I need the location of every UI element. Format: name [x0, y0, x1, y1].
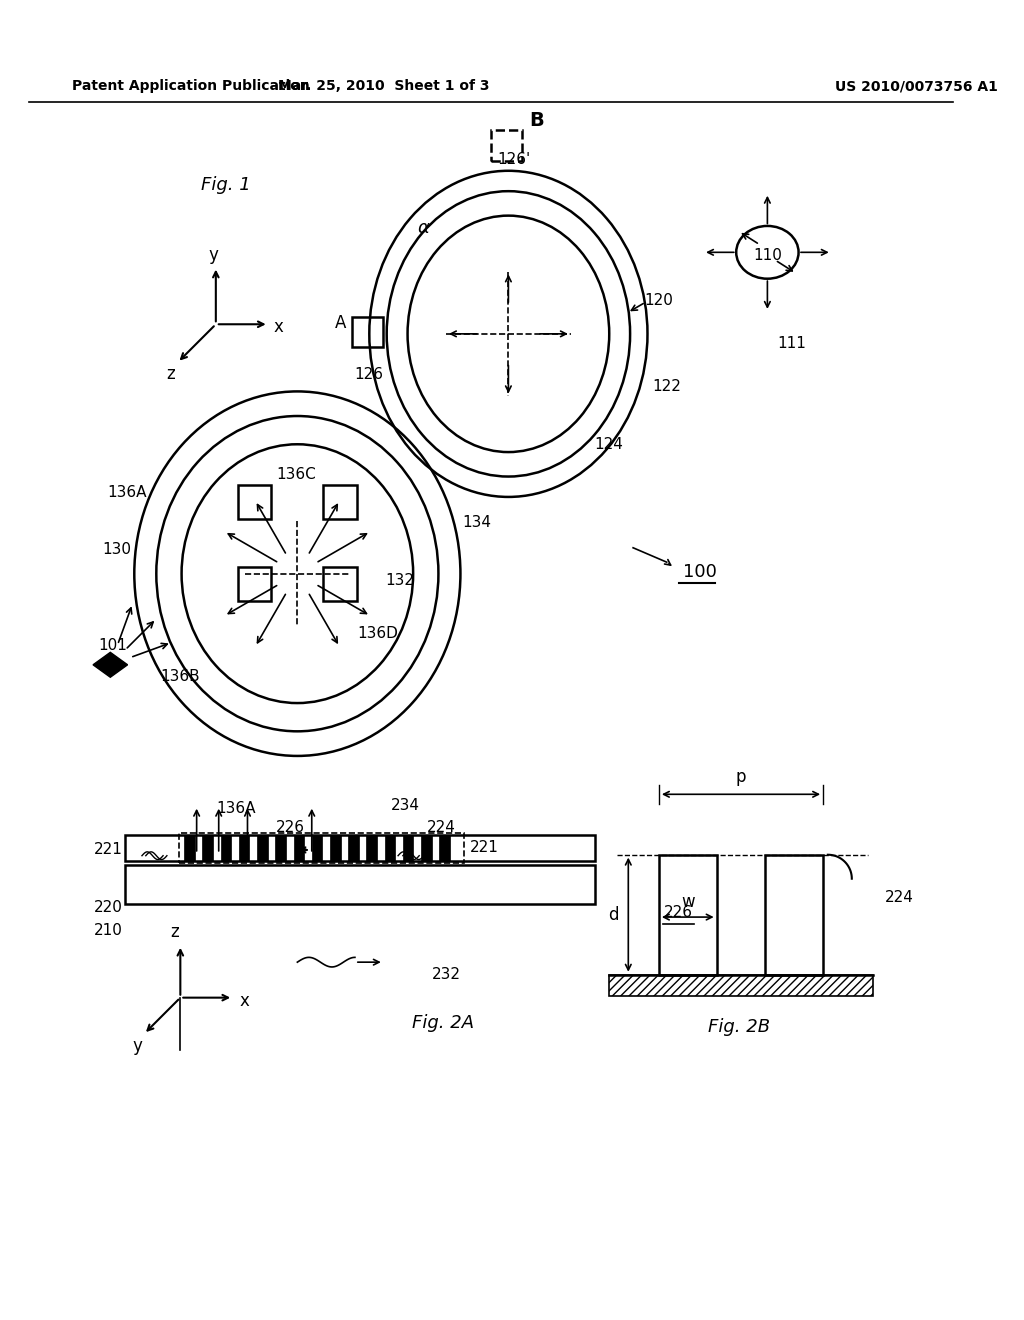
Text: p: p: [736, 768, 746, 785]
Text: 220: 220: [94, 900, 123, 915]
Bar: [324, 568, 356, 601]
Bar: [609, 974, 872, 995]
Text: 134: 134: [463, 515, 492, 531]
Bar: [330, 834, 341, 862]
Text: z: z: [166, 366, 175, 383]
Bar: [125, 866, 595, 904]
Text: 221: 221: [470, 840, 499, 854]
Bar: [203, 834, 213, 862]
Text: Patent Application Publication: Patent Application Publication: [72, 79, 309, 94]
Text: x: x: [240, 991, 250, 1010]
Bar: [492, 131, 522, 161]
Bar: [421, 834, 432, 862]
Text: 234: 234: [391, 799, 421, 813]
Text: 100: 100: [683, 562, 717, 581]
Text: 136A: 136A: [216, 801, 255, 816]
Text: 210: 210: [94, 923, 123, 939]
Bar: [179, 833, 464, 863]
Text: B: B: [529, 111, 544, 131]
Text: 224: 224: [885, 891, 913, 906]
Bar: [125, 834, 595, 862]
Text: 111: 111: [777, 337, 806, 351]
Bar: [324, 486, 356, 519]
Text: 122: 122: [652, 379, 681, 395]
Text: Fig. 2B: Fig. 2B: [708, 1019, 770, 1036]
Bar: [238, 568, 271, 601]
Text: $\alpha$: $\alpha$: [417, 219, 431, 238]
Text: y: y: [132, 1036, 142, 1055]
Polygon shape: [93, 652, 128, 677]
Bar: [311, 834, 323, 862]
Text: Fig. 1: Fig. 1: [202, 176, 251, 194]
Text: Mar. 25, 2010  Sheet 1 of 3: Mar. 25, 2010 Sheet 1 of 3: [278, 79, 489, 94]
Bar: [238, 486, 271, 519]
Text: 226: 226: [276, 820, 305, 836]
Text: 124: 124: [595, 437, 624, 451]
Text: 126: 126: [354, 367, 383, 381]
Text: z: z: [171, 924, 179, 941]
Bar: [659, 855, 717, 974]
Text: 101: 101: [98, 638, 128, 653]
Bar: [402, 834, 414, 862]
Bar: [352, 317, 383, 347]
Text: x: x: [273, 318, 284, 337]
Text: 136A: 136A: [108, 484, 146, 500]
Text: 110: 110: [753, 248, 782, 263]
Text: 132: 132: [386, 573, 415, 587]
Text: 126': 126': [497, 152, 530, 166]
Bar: [184, 834, 195, 862]
Bar: [220, 834, 231, 862]
Text: 224: 224: [427, 820, 456, 836]
Bar: [294, 834, 304, 862]
Bar: [766, 855, 823, 974]
Text: 136B: 136B: [160, 669, 200, 684]
Text: A: A: [335, 314, 346, 333]
Bar: [275, 834, 286, 862]
Bar: [385, 834, 395, 862]
Text: d: d: [607, 906, 618, 924]
Text: US 2010/0073756 A1: US 2010/0073756 A1: [835, 79, 997, 94]
Text: 120: 120: [645, 293, 674, 308]
Text: 130: 130: [102, 543, 132, 557]
Text: y: y: [208, 247, 218, 264]
Text: Fig. 2A: Fig. 2A: [413, 1014, 474, 1032]
Bar: [367, 834, 377, 862]
Text: 136D: 136D: [356, 626, 397, 640]
Text: 221: 221: [94, 842, 123, 858]
Text: 136C: 136C: [276, 467, 316, 482]
Text: 226: 226: [664, 904, 693, 920]
Bar: [348, 834, 358, 862]
Bar: [257, 834, 267, 862]
Text: 232: 232: [432, 968, 461, 982]
Bar: [439, 834, 450, 862]
Text: w: w: [681, 892, 694, 911]
Bar: [239, 834, 250, 862]
